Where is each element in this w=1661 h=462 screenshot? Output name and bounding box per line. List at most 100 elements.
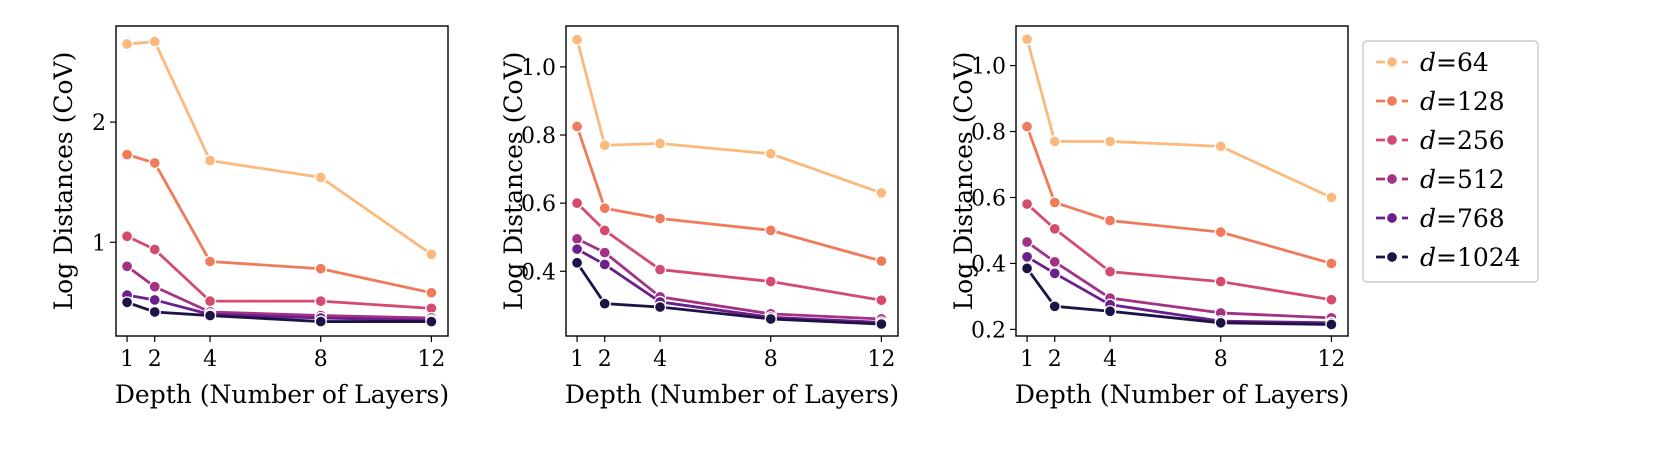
data-point [764, 312, 777, 326]
data-point [120, 260, 134, 273]
plot-frame [1015, 25, 1349, 337]
data-point [120, 148, 134, 161]
series-line [575, 126, 882, 263]
data-point [203, 255, 217, 268]
data-point [1048, 255, 1061, 268]
data-point [425, 248, 438, 261]
data-point [203, 295, 217, 308]
data-point [425, 315, 438, 328]
y-tick-label: 2 [92, 111, 106, 136]
data-point [570, 242, 584, 256]
data-point [653, 263, 667, 276]
x-tick-label: 8 [314, 347, 328, 372]
data-point [1214, 225, 1227, 239]
data-point [875, 294, 888, 307]
data-point [653, 137, 667, 150]
legend-item: d=64 [1376, 48, 1489, 77]
data-point [314, 262, 327, 275]
data-point [570, 33, 584, 46]
x-tick-label: 4 [1103, 347, 1117, 372]
x-tick-label: 2 [598, 347, 612, 372]
data-point [764, 147, 777, 160]
y-axis-label: Log Distances (CoV) [949, 52, 978, 311]
data-point [148, 35, 161, 48]
data-point [764, 275, 777, 288]
data-point [1103, 214, 1117, 227]
series-d=128 [570, 120, 888, 268]
data-point [1325, 257, 1338, 270]
data-point [875, 186, 888, 200]
data-point [203, 309, 217, 322]
data-point [1325, 191, 1338, 204]
y-tick-label: 0.6 [521, 192, 556, 217]
data-point [598, 297, 611, 310]
data-point [570, 196, 584, 210]
data-point [1214, 275, 1227, 288]
legend-marker [1385, 94, 1399, 108]
data-point [1048, 196, 1061, 209]
legend-label: d=128 [1420, 87, 1505, 116]
data-point [1048, 267, 1061, 280]
y-tick-label: 0.4 [971, 252, 1006, 277]
data-point [1048, 300, 1061, 313]
legend-marker [1385, 55, 1399, 69]
data-point [764, 224, 777, 237]
plot-frame [115, 25, 449, 337]
data-point [1020, 235, 1034, 249]
data-point [1020, 120, 1034, 133]
series-d=256 [1020, 197, 1338, 306]
y-axis-label: Log Distances (CoV) [499, 52, 528, 311]
data-point [570, 256, 584, 269]
data-point [1325, 293, 1338, 306]
legend-marker [1385, 133, 1399, 147]
series-line [126, 265, 432, 320]
x-tick-label: 1 [120, 347, 134, 372]
data-point [598, 258, 611, 271]
legend-item: d=512 [1376, 165, 1505, 194]
series-d=64 [120, 35, 438, 261]
data-point [148, 156, 161, 170]
legend-label: d=64 [1420, 48, 1489, 77]
y-tick-label: 1 [92, 231, 106, 256]
data-point [148, 280, 161, 293]
data-point [1020, 197, 1034, 211]
data-point [875, 254, 888, 268]
series-d=1024 [1020, 262, 1338, 331]
series-d=128 [120, 148, 438, 299]
x-tick-label: 2 [1048, 347, 1062, 372]
data-point [120, 230, 134, 243]
data-point [148, 305, 161, 319]
chart-panel-2: 1 2 4 8 12 0.4 0.6 0.8 1.0 Depth (Number of Layer… [499, 25, 899, 409]
legend-label: d=512 [1420, 165, 1505, 194]
data-point [425, 286, 438, 299]
x-axis-label: Depth (Number of Layers) [565, 380, 899, 409]
y-tick-label: 1.0 [521, 56, 556, 81]
data-point [1325, 318, 1338, 331]
x-tick-label: 8 [764, 347, 778, 372]
legend: d=64 d=128 d=256 d=512 d=768 d=1024 [1362, 40, 1539, 283]
legend-label: d=256 [1420, 126, 1505, 155]
data-point [1048, 135, 1061, 148]
series-line [1025, 38, 1332, 199]
data-point [653, 300, 667, 314]
x-tick-label: 1 [1020, 347, 1034, 372]
legend-item: d=768 [1376, 204, 1505, 233]
y-tick-label: 0.6 [971, 186, 1006, 211]
legend-item: d=128 [1376, 87, 1505, 116]
series-line [576, 247, 882, 324]
y-tick-label: 0.8 [971, 121, 1006, 146]
x-tick-label: 8 [1214, 347, 1228, 372]
legend-item: d=256 [1376, 126, 1505, 155]
x-tick-label: 1 [570, 347, 584, 372]
data-point [598, 224, 611, 237]
series-line [576, 202, 882, 302]
data-point [570, 232, 584, 246]
data-point [598, 202, 611, 215]
data-point [1103, 305, 1117, 318]
data-point [1214, 140, 1227, 153]
legend-label: d=1024 [1420, 243, 1521, 272]
series-d=1024 [570, 256, 888, 331]
